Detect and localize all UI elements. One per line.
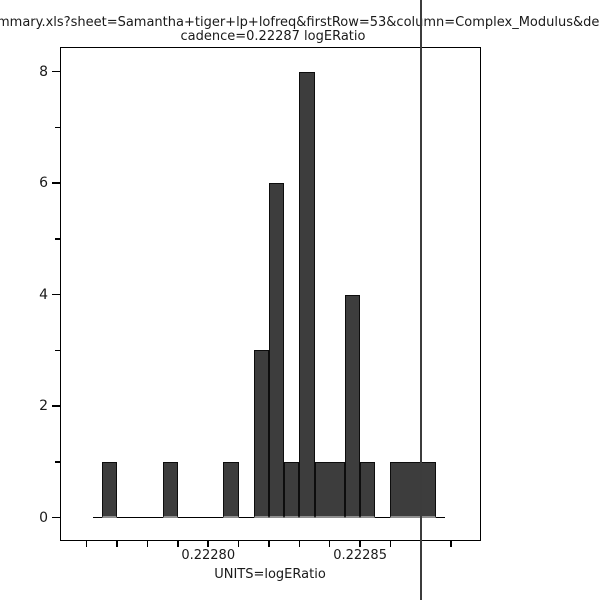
y-axis-minor-tick	[55, 349, 60, 352]
x-axis-tick	[146, 541, 149, 547]
x-axis-tick-label: 0.22280	[181, 548, 236, 563]
y-axis-tick-label: 4	[39, 286, 48, 303]
histogram-bar	[253, 350, 269, 518]
x-axis-tick	[298, 541, 301, 547]
histogram-baseline	[92, 516, 446, 519]
x-axis-tick	[207, 541, 209, 547]
y-axis-minor-tick	[55, 238, 60, 240]
x-axis-tick	[85, 541, 88, 547]
histogram-bar	[284, 461, 300, 518]
x-axis-tick	[389, 541, 392, 547]
x-axis-tick	[237, 541, 240, 547]
plot-title-line1: mmary.xls?sheet=Samantha+tiger+lp+lofreq…	[0, 15, 600, 30]
x-axis-tick	[328, 541, 331, 547]
x-axis-tick	[177, 541, 179, 547]
histogram-bar	[223, 461, 239, 518]
x-axis-tick	[116, 541, 118, 547]
y-axis-major-tick	[52, 70, 60, 73]
histogram-bar	[162, 461, 178, 518]
x-axis-tick	[359, 541, 361, 547]
y-axis-major-tick	[52, 182, 60, 184]
histogram-bar	[314, 461, 345, 518]
histogram-bar	[101, 461, 118, 518]
y-axis-tick-label: 2	[39, 398, 48, 415]
y-axis-minor-tick	[55, 126, 60, 129]
y-axis-major-tick	[52, 516, 60, 519]
y-axis-major-tick	[52, 293, 60, 296]
y-axis-tick-label: 6	[39, 175, 48, 192]
y-axis-minor-tick	[55, 461, 60, 463]
y-axis-tick-label: 0	[39, 509, 48, 526]
histogram-bar	[344, 294, 361, 518]
plot-title-line2: cadence=0.22287 logERatio	[180, 29, 366, 44]
x-axis-tick	[268, 541, 270, 547]
histogram-bar	[360, 461, 376, 518]
x-axis-label: UNITS=logERatio	[214, 567, 326, 582]
histogram-bar	[299, 71, 315, 518]
x-axis-tick-label: 0.22285	[333, 548, 387, 563]
x-axis-tick	[450, 541, 452, 547]
y-axis-major-tick	[52, 405, 60, 407]
y-axis-tick-label: 8	[39, 63, 48, 80]
histogram-bar	[268, 183, 285, 518]
plot-frame	[60, 47, 481, 541]
histogram-bar	[390, 461, 437, 518]
cadence-marker-line	[420, 0, 422, 600]
